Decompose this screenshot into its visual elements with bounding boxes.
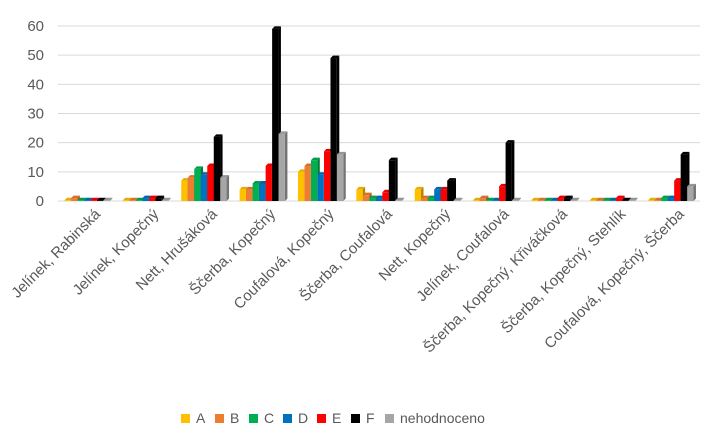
legend-swatch: [385, 414, 394, 423]
y-axis-tick-labels: 0 10 20 30 40 50 60: [27, 18, 44, 210]
legend-label: nehodnoceno: [400, 410, 485, 426]
legend-item: C: [249, 410, 274, 426]
legend-label: E: [332, 410, 341, 426]
legend-item: D: [283, 410, 308, 426]
bar: [103, 197, 113, 201]
y-tick-label: 20: [27, 135, 44, 152]
bar: [161, 197, 171, 201]
y-tick-label: 30: [27, 106, 44, 123]
legend-label: D: [298, 410, 308, 426]
bar: [447, 178, 457, 201]
bar: [388, 157, 398, 201]
gridlines: [58, 25, 700, 202]
bar: [453, 197, 463, 201]
bar: [479, 195, 489, 201]
legend-label: B: [230, 410, 239, 426]
bar: [512, 197, 521, 201]
legend-swatch: [181, 414, 190, 423]
legend-item: A: [181, 410, 206, 426]
bar: [563, 195, 573, 201]
y-tick-label: 50: [27, 47, 44, 64]
legend-swatch: [317, 414, 326, 423]
legend-label: F: [366, 410, 375, 426]
y-tick-label: 0: [36, 193, 44, 210]
bar: [505, 140, 515, 201]
legend-item: E: [317, 410, 341, 426]
bar: [71, 195, 80, 201]
legend-swatch: [283, 414, 292, 423]
y-tick-label: 10: [27, 164, 44, 181]
legend-item: nehodnoceno: [385, 410, 485, 426]
legend-swatch: [249, 414, 258, 423]
bar: [395, 197, 405, 201]
bar-series: [64, 26, 696, 202]
legend-swatch: [351, 414, 360, 423]
bar: [570, 197, 580, 201]
legend-item: F: [351, 410, 375, 426]
bar: [615, 195, 625, 201]
category-label: Coufalová, Kopečný: [231, 205, 338, 312]
legend-swatch: [215, 414, 224, 423]
bar: [336, 151, 346, 201]
bar: [220, 175, 230, 201]
legend-label: C: [264, 410, 274, 426]
legend-item: B: [215, 410, 239, 426]
bar: [278, 131, 288, 201]
bar: [155, 195, 165, 201]
legend-label: A: [196, 410, 206, 426]
y-tick-label: 60: [27, 18, 44, 35]
y-tick-label: 40: [27, 76, 44, 93]
bar: [687, 183, 696, 201]
bar: [628, 197, 638, 201]
